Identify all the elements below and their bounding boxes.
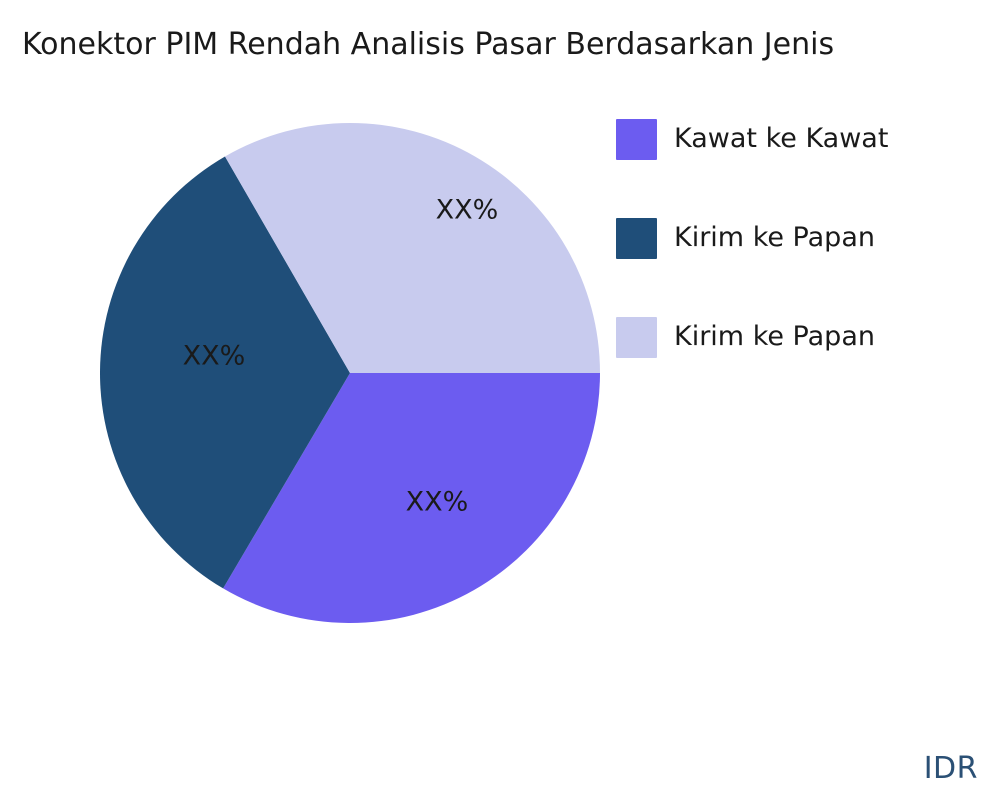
- legend-color-swatch: [616, 118, 657, 160]
- pie-slice[interactable]: [225, 122, 600, 373]
- legend-item-label: Kawat ke Kawat: [674, 123, 889, 154]
- legend-item[interactable]: Kirim ke Papan: [616, 217, 875, 259]
- pie-chart-svg: XX% XX% XX%: [99, 122, 600, 624]
- pie-slice-label: XX%: [406, 487, 469, 518]
- legend-item-label: Kirim ke Papan: [674, 321, 875, 352]
- legend-color-swatch: [616, 316, 657, 358]
- pie-slices-group: [99, 122, 600, 624]
- pie-labels-group: XX% XX% XX%: [183, 195, 499, 518]
- legend-item[interactable]: Kawat ke Kawat: [616, 118, 888, 160]
- legend-color-swatch: [616, 217, 657, 259]
- legend-item-label: Kirim ke Papan: [674, 222, 875, 253]
- pie-slice[interactable]: [99, 156, 350, 589]
- pie-slice-label: XX%: [436, 195, 499, 226]
- pie-slice[interactable]: [223, 373, 600, 624]
- pie-slice-label: XX%: [183, 341, 246, 372]
- pie-chart-area: XX% XX% XX%: [99, 122, 600, 624]
- legend-item[interactable]: Kirim ke Papan: [616, 316, 875, 358]
- page-title: Konektor PIM Rendah Analisis Pasar Berda…: [22, 27, 835, 62]
- watermark-label: IDR: [923, 751, 978, 786]
